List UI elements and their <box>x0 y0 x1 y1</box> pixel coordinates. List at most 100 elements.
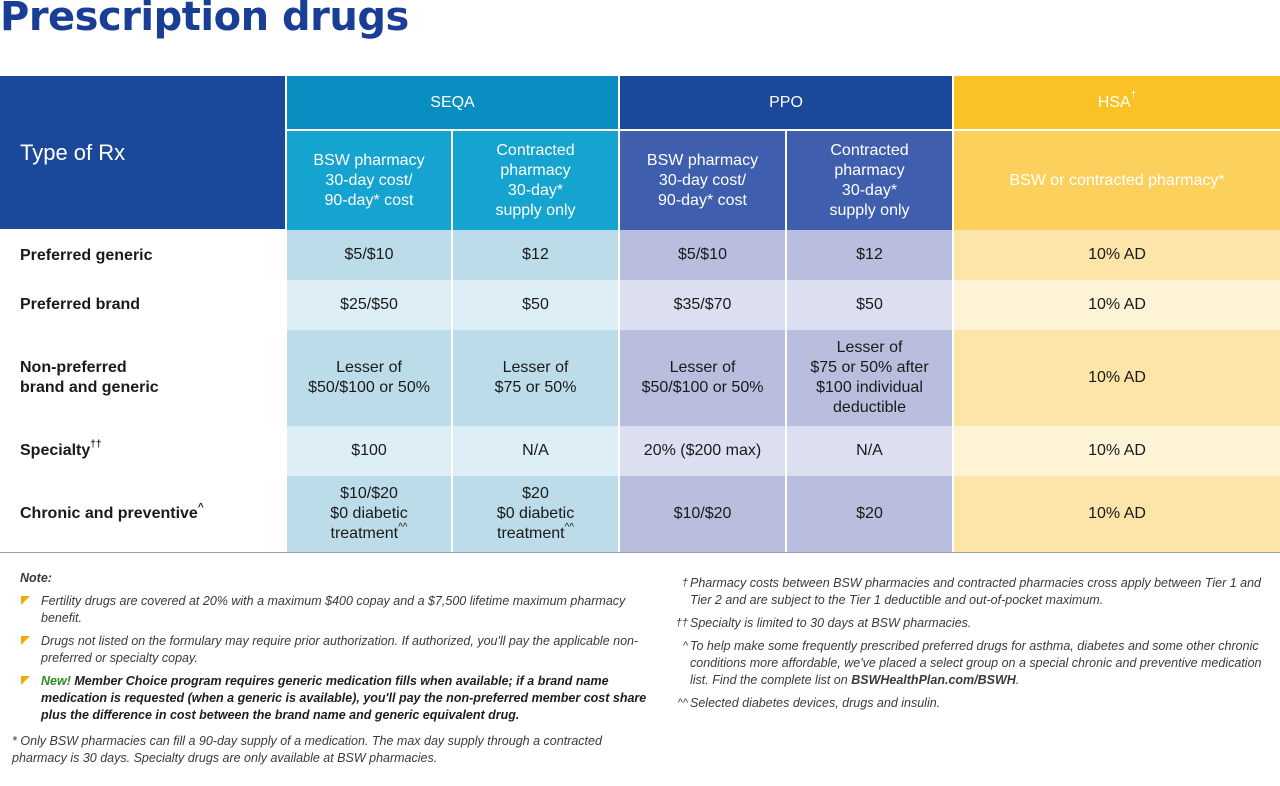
hsa-cell: 10% AD <box>953 330 1280 426</box>
hsa-header: HSA† <box>953 76 1280 131</box>
table-row: Non-preferred brand and generic Lesser of… <box>0 330 1280 426</box>
footnotes: † Pharmacy costs between BSW pharmacies … <box>672 575 1280 718</box>
seqa-contracted-cell: N/A <box>452 426 620 476</box>
cell-line: $10/$20 <box>340 485 398 502</box>
seqa-bsw-subheader: BSW pharmacy 30-day cost/90-day* cost <box>286 130 453 230</box>
footnote: ^^ Selected diabetes devices, drugs and … <box>677 696 941 710</box>
footnote-star: * Only BSW pharmacies can fill a 90-day … <box>12 734 602 765</box>
cell-line: BSW pharmacy <box>646 151 759 169</box>
cell-line: Lesser of <box>836 339 903 356</box>
seqa-contracted-subheader: Contracted pharmacy 30-day* supply only <box>452 130 620 230</box>
cell-line: $5/$10 <box>344 246 394 263</box>
footnote-mark: ^^ <box>564 521 574 533</box>
cell-line: 30-day cost/ <box>658 171 747 189</box>
ppo-contracted-cell: $20 <box>786 476 955 552</box>
seqa-bsw-cell: $100 <box>286 426 453 476</box>
row-label: Chronic and preventive^ <box>0 476 287 552</box>
cell-line: 10% AD <box>1088 369 1146 386</box>
seqa-bsw-cell: $5/$10 <box>286 230 453 280</box>
seqa-contracted-cell: $50 <box>452 280 620 330</box>
cell-line: $20 <box>856 505 883 522</box>
cell-line: 10% AD <box>1088 505 1146 522</box>
seqa-bsw-cell: Lesser of $50/$100 or 50% <box>286 330 453 426</box>
cell-line: $25/$50 <box>340 296 398 313</box>
seqa-contracted-cell: Lesser of $75 or 50% <box>452 330 620 426</box>
cell-line: deductible <box>833 399 906 416</box>
type-of-rx-header: Type of Rx <box>0 76 287 231</box>
cell-line: $100 <box>351 442 387 459</box>
cell-line: N/A <box>522 442 549 459</box>
note-bullet: Fertility drugs are covered at 20% with … <box>20 593 660 627</box>
ppo-bsw-cell: $5/$10 <box>619 230 787 280</box>
cell-line: $12 <box>856 246 883 263</box>
row-label: Specialty†† <box>0 426 287 476</box>
cell-line: Contracted <box>830 141 909 159</box>
cell-line: 10% AD <box>1088 442 1146 459</box>
ppo-contracted-subheader: Contracted pharmacy 30-day* supply only <box>786 130 955 230</box>
double-dagger-mark: †† <box>90 438 102 450</box>
hsa-cell: 10% AD <box>953 426 1280 476</box>
seqa-bsw-cell: $25/$50 <box>286 280 453 330</box>
seqa-header: SEQA <box>286 76 620 131</box>
cell-line: brand and generic <box>20 379 159 396</box>
hsa-cell: 10% AD <box>953 280 1280 330</box>
page-title: Prescription drugs <box>0 0 409 40</box>
cell-line: Lesser of <box>669 359 736 376</box>
cell-line: treatment^^ <box>330 521 408 542</box>
hsa-subheader: BSW or contracted pharmacy* <box>953 130 1280 230</box>
notes-divider <box>0 552 1280 553</box>
cell-line: $0 diabetic <box>330 505 408 522</box>
cell-line: Contracted <box>496 141 575 159</box>
cell-line: 90-day* cost <box>658 191 747 209</box>
cell-line: $50 <box>856 296 883 313</box>
row-label: Preferred brand <box>0 280 287 330</box>
ppo-bsw-subheader: BSW pharmacy 30-day cost/90-day* cost <box>619 130 787 230</box>
cell-line: 30-day* <box>507 181 564 199</box>
footnote-mark: ^^ <box>398 521 408 533</box>
hsa-cell: 10% AD <box>953 230 1280 280</box>
cell-line: $20 <box>522 485 549 502</box>
cell-line: $35/$70 <box>673 296 732 313</box>
ppo-bsw-cell: $35/$70 <box>619 280 787 330</box>
cell-line: pharmacy <box>834 161 905 179</box>
cell-line: $12 <box>522 246 549 263</box>
ppo-bsw-cell: Lesser of $50/$100 or 50% <box>619 330 787 426</box>
cell-line: Preferred generic <box>20 246 153 264</box>
note-bullet-member-choice: New! Member Choice program requires gene… <box>20 673 660 724</box>
triangle-bullet-icon <box>21 596 30 605</box>
cell-line: pharmacy <box>500 161 571 179</box>
cell-line: $5/$10 <box>678 246 727 263</box>
table-row: Preferred generic $5/$10 $12 $5/$10 $12 … <box>0 230 1280 280</box>
note-bullet: Drugs not listed on the formulary may re… <box>20 633 660 667</box>
cell-line: 90-day* cost <box>324 191 414 209</box>
seqa-contracted-cell: $20 $0 diabetic treatment^^ <box>452 476 620 552</box>
notes-title: Note: <box>20 571 52 585</box>
row-label: Preferred generic <box>0 230 287 280</box>
cell-line: $75 or 50% after <box>810 359 929 376</box>
cell-line: 10% AD <box>1088 246 1146 263</box>
cell-line: $50 <box>522 296 549 313</box>
footnote: ^ To help make some frequently prescribe… <box>682 639 1262 687</box>
seqa-contracted-cell: $12 <box>452 230 620 280</box>
cell-line: supply only <box>829 201 910 219</box>
footnote: †† Specialty is limited to 30 days at BS… <box>675 616 972 630</box>
ppo-bsw-cell: 20% ($200 max) <box>619 426 787 476</box>
caret-mark: ^ <box>197 501 204 513</box>
cell-line: $100 individual <box>816 379 923 396</box>
cell-line: N/A <box>856 442 883 459</box>
prescription-table: Type of Rx SEQA PPO HSA† BSW pharmacy 30-… <box>0 76 1280 552</box>
cell-line: Lesser of <box>336 359 402 376</box>
cell-line: Preferred brand <box>20 296 141 313</box>
cell-line: $50/$100 or 50% <box>641 379 764 396</box>
cell-line: $0 diabetic <box>496 505 575 522</box>
cell-line: 30-day* <box>841 181 898 199</box>
table-row: Specialty†† $100 N/A 20% ($200 max) N/A … <box>0 426 1280 476</box>
ppo-contracted-cell: Lesser of $75 or 50% after $100 individual… <box>786 330 955 426</box>
cell-line: Non-preferred <box>20 359 127 376</box>
cell-line: supply only <box>495 201 576 219</box>
plan-website-link[interactable]: BSWHealthPlan.com/BSWH <box>851 673 1016 687</box>
new-label: New! <box>41 674 71 688</box>
seqa-bsw-cell: $10/$20 $0 diabetic treatment^^ <box>286 476 453 552</box>
hsa-cell: 10% AD <box>953 476 1280 552</box>
cell-line: $75 or 50% <box>494 379 577 396</box>
